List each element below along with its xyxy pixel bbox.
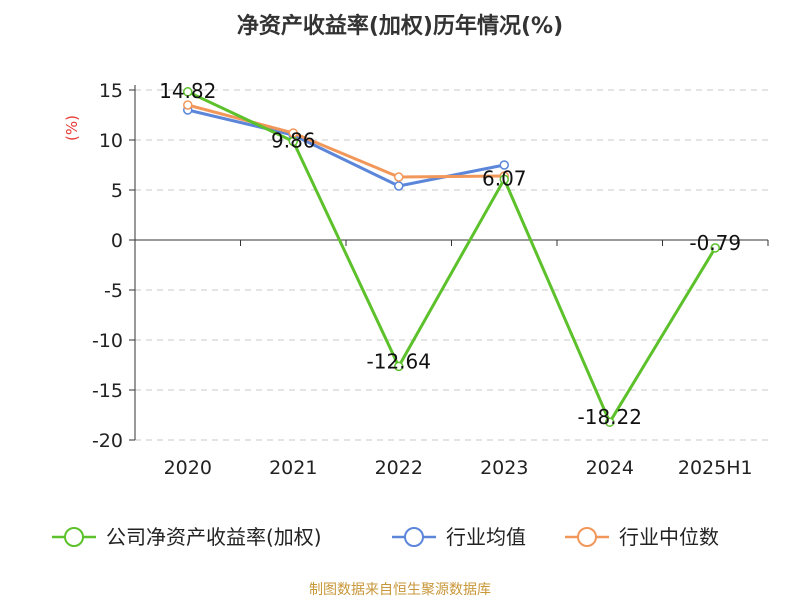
legend-swatch-marker [64,527,84,547]
y-tick-label: -10 [92,330,123,352]
data-point [710,243,720,253]
legend-swatch-marker [404,527,424,547]
legend-label: 行业均值 [446,525,526,549]
data-point [394,181,404,191]
x-tick-label: 2023 [480,457,528,479]
x-tick-label: 2024 [586,457,634,479]
series-line [187,103,505,179]
x-tick-label: 2021 [269,457,317,479]
data-label: 14.82 [159,79,216,103]
data-label: -0.79 [689,231,741,255]
data-label: 9.86 [271,128,316,152]
series-line [187,90,717,424]
y-tick-label: -5 [104,280,123,302]
legend-label: 行业中位数 [619,525,719,549]
data-point [605,417,615,427]
y-tick-label: 10 [99,130,123,152]
data-point [499,160,509,170]
source-text: 制图数据来自恒生聚源数据库 [309,582,491,598]
legend-label: 公司净资产收益率(加权) [106,525,322,549]
data-point [183,87,193,97]
y-tick-label: -20 [92,430,123,452]
y-tick-label: 15 [99,80,123,102]
x-tick-label: 2025H1 [678,457,753,479]
data-label: 6.07 [482,166,527,190]
data-labels: 14.82 9.86 -12.64 6.07 -18.22 -0.79 [159,79,741,429]
y-tick-label: -15 [92,380,123,402]
data-point [183,100,193,110]
data-label: -12.64 [367,349,431,373]
data-label: -18.22 [578,405,642,429]
series-lines [183,87,720,427]
grid-lines [135,89,768,441]
data-point [394,172,404,182]
y-tick-label: 5 [111,180,123,202]
chart-title: 净资产收益率(加权)历年情况(%) [237,13,563,39]
axes: 15 10 5 0 -5 -10 -15 -20 2020 2021 2022 2023 2024 202… [92,80,769,479]
x-tick-label: 2020 [164,457,212,479]
x-tick-label: 2022 [375,457,423,479]
legend-swatch-marker [577,527,597,547]
y-axis-label: (%) [63,115,81,141]
data-point [394,361,404,372]
data-point [499,174,509,185]
data-point [288,136,298,147]
series-line [187,108,505,188]
legend: 公司净资产收益率(加权) 行业均值 行业中位数 [52,525,719,549]
y-tick-label: 0 [111,230,123,252]
